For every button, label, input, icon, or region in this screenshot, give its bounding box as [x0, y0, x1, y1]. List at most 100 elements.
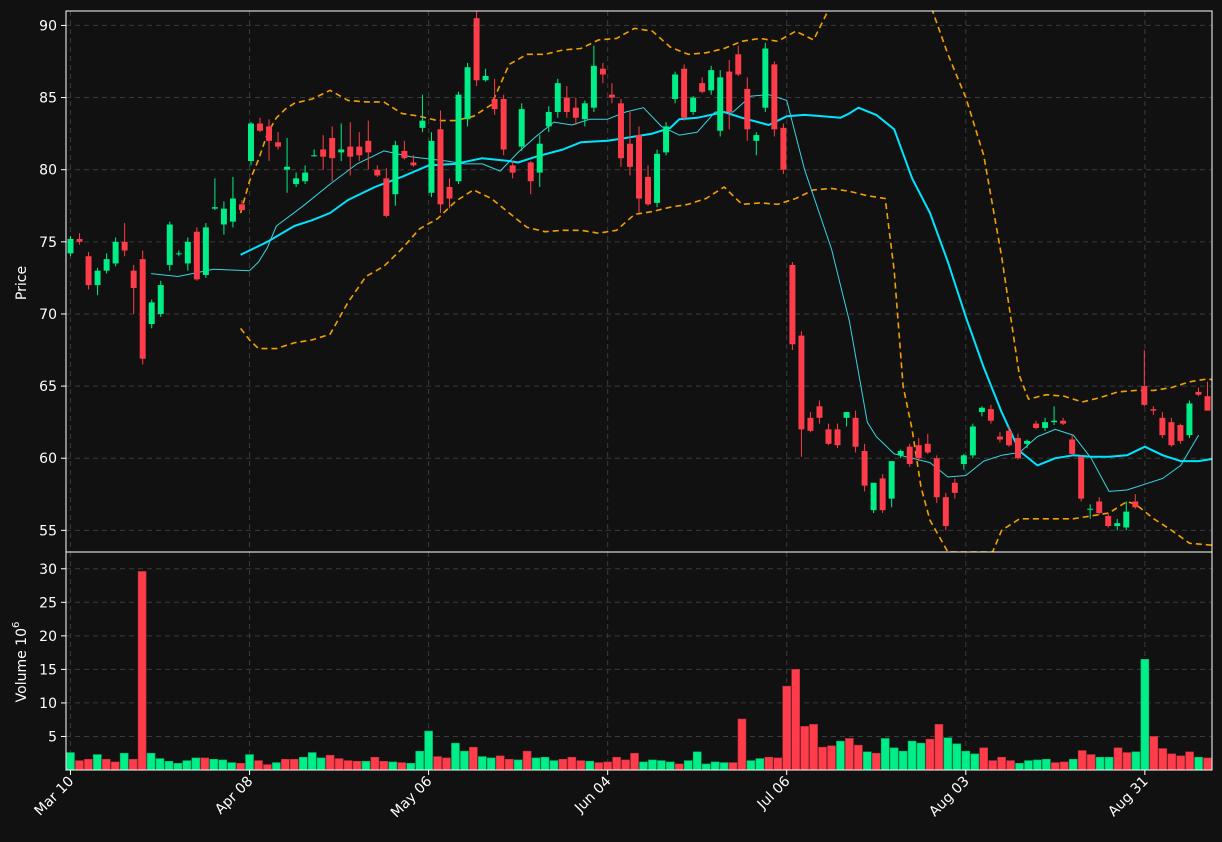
candle-body	[879, 478, 886, 511]
candle-body	[392, 145, 399, 195]
volume-bar	[630, 752, 639, 771]
candle-body	[347, 146, 354, 157]
candlestick	[275, 132, 282, 150]
candlestick	[229, 176, 236, 228]
candlestick	[1123, 501, 1130, 531]
volume-tick-label: 20	[39, 629, 57, 645]
candlestick	[870, 482, 877, 514]
candlestick	[527, 161, 534, 195]
volume-bar	[997, 756, 1006, 771]
candlestick	[1132, 494, 1139, 509]
candle-body	[1132, 501, 1139, 508]
candlestick	[338, 123, 345, 162]
candlestick	[148, 299, 155, 329]
candle-body	[563, 97, 570, 112]
volume-bar	[290, 758, 299, 771]
candlestick	[1051, 406, 1058, 426]
price-axis-title: Price	[14, 266, 30, 300]
candlestick	[220, 201, 227, 235]
bollinger-bands	[239, 11, 1212, 552]
volume-bar	[281, 758, 290, 771]
volume-tick-label: 25	[39, 595, 57, 611]
volume-bar	[397, 762, 407, 771]
candle-body	[103, 259, 110, 271]
fast-moving-average-line	[151, 94, 1200, 492]
candlestick	[85, 251, 92, 290]
candlestick	[1204, 381, 1211, 411]
volume-bar	[916, 742, 926, 771]
volume-bar	[379, 760, 389, 771]
price-panel: 55 60 65 70 75 80 85 90 Price	[14, 11, 1212, 552]
candlestick	[906, 443, 913, 467]
volume-bar	[845, 738, 854, 771]
candlestick	[482, 68, 489, 82]
candlestick	[347, 122, 354, 176]
candlestick	[798, 331, 805, 457]
candle-body	[951, 482, 958, 493]
candle-body	[509, 165, 516, 173]
volume-bar	[254, 760, 263, 771]
candlestick	[356, 132, 363, 162]
candlestick	[419, 94, 426, 133]
candle-body	[112, 241, 119, 264]
candlestick	[780, 123, 787, 175]
volume-bar	[773, 757, 783, 771]
candle-body	[554, 83, 561, 112]
candle-body	[807, 417, 814, 431]
candle-body	[1087, 508, 1094, 510]
volume-bar	[782, 685, 792, 771]
candle-body	[383, 178, 390, 216]
candle-body	[455, 94, 462, 182]
volume-bar	[764, 756, 774, 771]
volume-bar	[1149, 736, 1159, 771]
volume-bar	[513, 759, 523, 771]
candle-body	[672, 74, 679, 100]
candle-body	[1078, 456, 1085, 499]
volume-bar	[245, 754, 254, 771]
candle-body	[211, 207, 218, 209]
volume-bar	[164, 760, 174, 771]
volume-bar	[1104, 756, 1114, 771]
volume-bar	[1140, 659, 1150, 771]
volume-bar	[433, 756, 442, 771]
volume-bar	[298, 756, 308, 771]
lower-band-line	[239, 186, 1212, 552]
candlestick	[184, 237, 191, 271]
volume-bar	[755, 758, 765, 771]
candle-body	[753, 135, 760, 141]
candle-body	[834, 429, 841, 446]
candle-body	[518, 109, 525, 147]
volume-bar	[863, 751, 872, 771]
volume-tick-label: 30	[39, 562, 57, 578]
volume-bar	[1077, 750, 1087, 771]
candle-body	[329, 137, 336, 159]
candle-body	[969, 426, 976, 456]
volume-axis-title-text: Volume 10	[14, 628, 30, 702]
candlestick	[202, 223, 209, 278]
volume-bar	[558, 758, 568, 771]
candle-body	[130, 270, 137, 288]
volume-bar	[343, 760, 353, 771]
candlestick	[473, 11, 480, 87]
volume-bar	[889, 747, 899, 771]
candle-body	[942, 497, 949, 527]
volume-bar	[75, 760, 84, 771]
candlestick	[293, 172, 300, 188]
candlestick	[861, 443, 868, 492]
candle-body	[320, 149, 327, 157]
candlestick	[816, 400, 823, 424]
candlestick	[446, 178, 453, 209]
candlestick	[1096, 497, 1103, 515]
candlestick	[1177, 423, 1184, 444]
volume-bar	[943, 737, 953, 771]
candlestick	[897, 449, 904, 459]
candlestick	[690, 96, 697, 115]
candle-body	[1024, 440, 1030, 444]
price-tick-label: 85	[39, 91, 57, 107]
candle-body	[76, 238, 83, 242]
candle-body	[365, 140, 372, 153]
volume-bar	[934, 724, 944, 771]
candlestick	[663, 122, 670, 156]
candlestick	[455, 91, 462, 185]
volume-bar	[1185, 751, 1194, 771]
